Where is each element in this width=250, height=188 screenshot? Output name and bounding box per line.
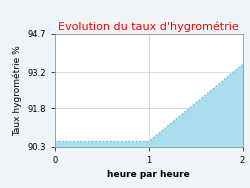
Title: Evolution du taux d'hygrométrie: Evolution du taux d'hygrométrie [58,21,239,32]
X-axis label: heure par heure: heure par heure [108,170,190,179]
Y-axis label: Taux hygrométrie %: Taux hygrométrie % [12,45,22,136]
